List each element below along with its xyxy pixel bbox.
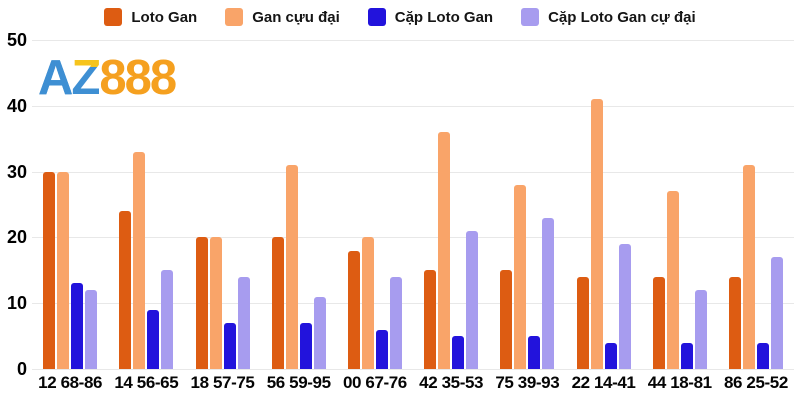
bar: [694, 290, 707, 369]
bar-groups: [32, 40, 794, 369]
bar: [71, 283, 84, 369]
x-axis-label: 22 14-41: [571, 373, 636, 392]
logo-letter-a: A: [38, 51, 73, 105]
legend-item-2: Cặp Loto Gan: [367, 8, 494, 26]
bar: [514, 184, 527, 369]
bar-group: [337, 40, 413, 369]
az888-logo: AZ888: [38, 50, 177, 106]
bar-group: [108, 40, 184, 369]
legend: Loto Gan Gan cựu đại Cặp Loto Gan Cặp Loto …: [0, 8, 800, 26]
bar-group: [718, 40, 794, 369]
gridline: [32, 171, 794, 173]
legend-item-0: Loto Gan: [104, 8, 197, 26]
bar-group: [32, 40, 108, 369]
bar: [147, 309, 160, 369]
bar: [466, 230, 479, 369]
y-tick-label: 0: [16, 359, 27, 379]
legend-swatch-icon: [104, 8, 123, 26]
x-axis-label: 14 56-65: [114, 373, 179, 392]
bar: [209, 237, 222, 369]
gridline: [32, 369, 794, 370]
legend-label: Gan cựu đại: [252, 8, 340, 26]
bar: [161, 270, 174, 369]
bar: [119, 211, 132, 369]
bar: [770, 257, 783, 369]
bar: [604, 342, 617, 369]
bar: [389, 276, 402, 369]
bar: [313, 296, 326, 369]
bar: [133, 151, 146, 369]
x-axis-label: 18 57-75: [190, 373, 255, 392]
bar: [728, 276, 741, 369]
bar-group: [565, 40, 641, 369]
bar-group: [489, 40, 565, 369]
bar: [680, 342, 693, 369]
bar: [285, 165, 298, 369]
bar: [756, 342, 769, 369]
x-axis-label: 75 39-93: [495, 373, 560, 392]
y-tick-label: 30: [6, 161, 27, 182]
bar: [590, 99, 603, 369]
bar-group: [642, 40, 718, 369]
y-tick-label: 40: [6, 95, 27, 116]
legend-label: Cặp Loto Gan cự đại: [548, 8, 696, 26]
legend-label: Loto Gan: [131, 8, 198, 26]
bar: [666, 191, 679, 369]
x-axis-label: 56 59-95: [266, 373, 331, 392]
x-axis-label: 44 18-81: [647, 373, 712, 392]
bar-group: [261, 40, 337, 369]
bar: [424, 270, 437, 369]
logo-numbers: 888: [99, 51, 177, 105]
gridline: [32, 303, 794, 305]
bar: [223, 322, 236, 369]
bar: [576, 276, 589, 369]
bar-group: [413, 40, 489, 369]
bar: [271, 237, 284, 369]
plot-area: [32, 40, 794, 370]
bar: [237, 276, 250, 369]
bar: [43, 171, 56, 369]
bar: [361, 237, 374, 369]
bar: [500, 270, 513, 369]
bar: [652, 276, 665, 369]
y-tick-label: 20: [6, 227, 27, 248]
gridline: [32, 105, 794, 107]
bar: [618, 243, 631, 369]
bar: [438, 132, 451, 369]
bar-group: [184, 40, 260, 369]
legend-label: Cặp Loto Gan: [394, 8, 494, 26]
bar: [347, 250, 360, 369]
bar: [452, 336, 465, 369]
bar: [57, 171, 70, 369]
y-tick-label: 10: [6, 293, 27, 314]
bar: [542, 217, 555, 369]
bar: [375, 329, 388, 369]
x-axis-label: 12 68-86: [38, 373, 103, 392]
y-tick-label: 50: [6, 30, 27, 50]
x-axis-label: 42 35-53: [419, 373, 484, 392]
bar: [85, 290, 98, 369]
legend-item-1: Gan cựu đại: [225, 8, 340, 26]
bar: [528, 336, 541, 369]
legend-swatch-icon: [367, 8, 386, 26]
legend-swatch-icon: [521, 8, 540, 26]
legend-item-3: Cặp Loto Gan cự đại: [521, 8, 696, 26]
bar: [299, 322, 312, 369]
x-axis-label: 00 67-76: [342, 373, 407, 392]
x-axis: 12 68-86 14 56-65 18 57-75 56 59-95 00 67-76…: [32, 373, 794, 393]
gridline: [32, 40, 794, 41]
bar: [195, 237, 208, 369]
gridline: [32, 237, 794, 239]
logo-letter-z: Z: [71, 51, 101, 105]
legend-swatch-icon: [225, 8, 244, 26]
x-axis-label: 86 25-52: [723, 373, 788, 392]
bar: [742, 165, 755, 369]
